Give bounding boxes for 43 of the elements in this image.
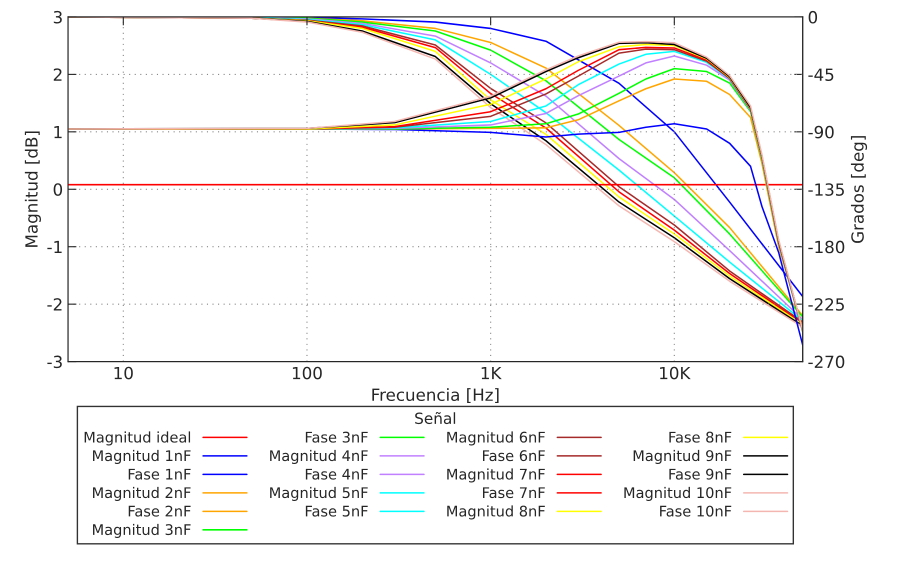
y2-tick-label: -135 <box>808 183 844 196</box>
legend-label: Magnitud 5nF <box>270 486 368 501</box>
legend-label: Magnitud 1nF <box>93 450 191 464</box>
legend-label: Magnitud 7nF <box>447 468 545 482</box>
legend-label: Magnitud 10nF <box>624 486 732 501</box>
legend-label: Fase 4nF <box>306 468 368 480</box>
y-tick-label: 2 <box>54 68 62 81</box>
x-axis-title: Frecuencia [Hz] <box>372 388 499 404</box>
y2-axis-title: Grados [deg] <box>850 136 868 243</box>
legend-title: Señal <box>415 412 456 424</box>
x-tick-label: 1K <box>482 366 502 380</box>
legend-label: Fase 6nF <box>482 450 545 462</box>
legend-label: Fase 2nF <box>128 506 191 517</box>
legend-label: Fase 7nF <box>482 487 545 498</box>
y-tick-label: -1 <box>47 240 62 254</box>
x-tick-label: 10K <box>660 366 691 380</box>
y-tick-label: -2 <box>47 298 62 310</box>
legend-label: Fase 9nF <box>669 468 732 480</box>
y2-tick-label: -180 <box>808 240 844 254</box>
y-tick-label: 3 <box>54 10 62 24</box>
y2-tick-label: -90 <box>808 126 834 138</box>
legend-label: Magnitud ideal <box>84 431 190 446</box>
y-axis-title: Magnitud [dB] <box>24 132 41 247</box>
legend-label: Magnitud 3nF <box>93 524 191 538</box>
x-tick-label: 10 <box>114 366 133 380</box>
legend-label: Fase 8nF <box>669 432 732 443</box>
legend-label: Magnitud 4nF <box>270 450 368 464</box>
legend-label: Fase 1nF <box>128 468 191 480</box>
y-tick-label: -3 <box>47 356 62 368</box>
legend-label: Magnitud 2nF <box>93 486 191 501</box>
legend-label: Fase 3nF <box>306 432 368 443</box>
y2-tick-label: -45 <box>808 68 834 81</box>
x-tick-label: 100 <box>292 366 322 380</box>
legend-label: Magnitud 6nF <box>447 431 545 446</box>
legend-label: Fase 10nF <box>660 506 732 517</box>
y2-tick-label: -270 <box>808 356 844 368</box>
legend-label: Magnitud 8nF <box>447 505 545 520</box>
y2-tick-label: 0 <box>808 10 818 24</box>
legend-label: Magnitud 9nF <box>634 450 732 464</box>
y-tick-label: 1 <box>54 126 62 138</box>
y-tick-label: 0 <box>54 183 62 196</box>
y2-tick-label: -225 <box>808 298 844 311</box>
legend-label: Fase 5nF <box>306 506 368 517</box>
